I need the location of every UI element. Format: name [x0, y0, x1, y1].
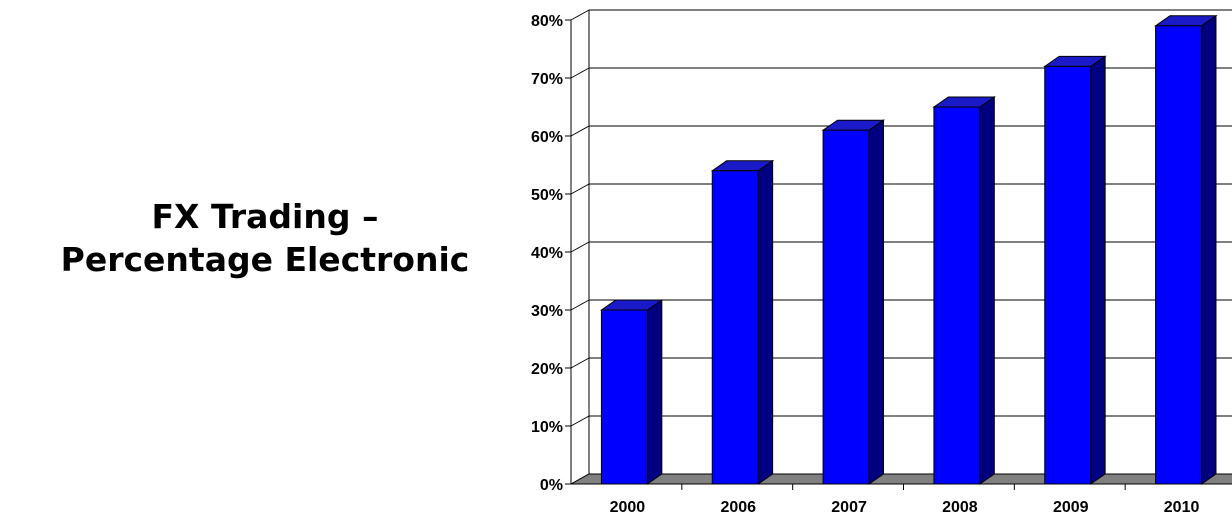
bar [821, 119, 886, 485]
bars [599, 14, 1218, 485]
bar-side [1201, 14, 1217, 485]
y-tick-label: 20% [531, 361, 563, 378]
y-tick-label: 40% [531, 245, 563, 262]
bar [1153, 14, 1218, 485]
wall-gridline [570, 183, 590, 195]
wall-gridline [570, 125, 590, 137]
axis-labels: 0% 10% 20% 30% 40% 50% 60% 70% 80% 2000 2006 2007 20… [531, 13, 1200, 516]
y-tick-label: 70% [531, 71, 563, 88]
bar-side [646, 299, 663, 485]
bar-side [757, 159, 774, 485]
y-tick-label: 80% [531, 13, 563, 30]
x-tick-label: 2000 [610, 499, 646, 516]
wall-gridline [570, 299, 590, 311]
x-tick-label: 2006 [720, 499, 756, 516]
x-tick-label: 2007 [831, 499, 867, 516]
slide-title-line2: Percentage Electronic [60, 240, 470, 279]
chart-floor [569, 473, 1232, 485]
y-tick-label: 30% [531, 303, 563, 320]
bar [932, 96, 996, 485]
bar-front [1044, 65, 1092, 485]
x-tick-label: 2010 [1164, 499, 1200, 516]
x-tick-label: 2009 [1053, 499, 1089, 516]
bar-front [822, 129, 870, 485]
bar [1043, 55, 1107, 485]
chart-axes [565, 19, 1232, 490]
y-tick-label: 0% [540, 477, 563, 494]
bar-side [868, 119, 884, 485]
wall-gridline [570, 67, 590, 79]
slide-title: FX Trading – Percentage Electronic [0, 195, 530, 281]
wall-gridline [570, 241, 590, 253]
x-tick-label: 2008 [942, 499, 978, 516]
y-tick-label: 10% [531, 419, 563, 436]
wall-gridline [570, 415, 590, 427]
wall-gridline [570, 357, 590, 369]
bar-side [1090, 55, 1106, 485]
bar-front [600, 309, 648, 485]
bar-front [933, 106, 981, 485]
bar [710, 159, 775, 485]
gridlines [570, 9, 1232, 485]
bar-front [711, 170, 759, 485]
bar [599, 299, 664, 485]
wall-gridline [570, 9, 590, 21]
y-tick-label: 60% [531, 129, 563, 146]
slide-title-line1: FX Trading – [151, 197, 379, 236]
bar-front [1155, 25, 1203, 485]
y-tick-label: 50% [531, 187, 563, 204]
bar-side [979, 96, 995, 485]
floor-plane [569, 473, 1232, 485]
